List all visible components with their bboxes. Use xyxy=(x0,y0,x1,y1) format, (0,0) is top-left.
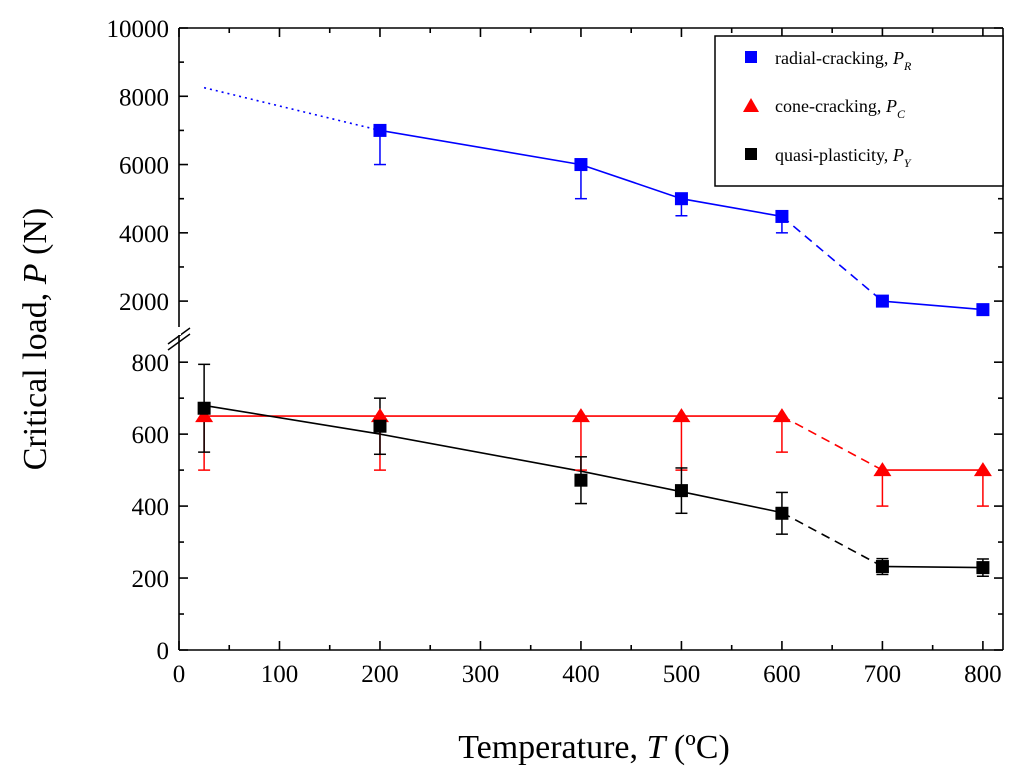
series-line xyxy=(379,129,783,218)
axis-ticks: 0 100 200 300 400 500 600 700 800200040006000800… xyxy=(107,16,1003,688)
y-tick-label-lower: 200 xyxy=(132,566,170,593)
data-point xyxy=(370,408,389,423)
y-tick-label-upper: 6000 xyxy=(119,153,169,180)
x-tick-label: 700 xyxy=(864,661,902,688)
data-point xyxy=(875,560,889,574)
y-tick-label-upper: 2000 xyxy=(119,289,169,316)
legend-label-cone: cone-cracking, PC xyxy=(775,96,906,121)
x-tick-label: 500 xyxy=(663,661,701,688)
y-tick-label-lower: 400 xyxy=(132,494,170,521)
data-point xyxy=(674,192,688,206)
y-tick-label-upper: 8000 xyxy=(119,84,169,111)
data-point xyxy=(672,408,691,423)
x-tick-label: 400 xyxy=(562,661,600,688)
data-point xyxy=(373,123,387,137)
legend-box xyxy=(714,35,1004,187)
series-line xyxy=(203,86,381,132)
legend-marker-radial xyxy=(745,51,757,63)
x-tick-label: 0 xyxy=(173,661,186,688)
y-tick-label-upper: 10000 xyxy=(107,16,170,43)
axis-break-mark xyxy=(167,327,191,345)
y-axis-title: Critical load, P (N) xyxy=(17,208,54,471)
data-point xyxy=(875,294,889,308)
legend-marker-quasi xyxy=(745,148,757,160)
data-point xyxy=(873,462,892,477)
x-tick-label: 800 xyxy=(964,661,1002,688)
data-point xyxy=(195,408,214,423)
series-line xyxy=(781,215,883,302)
series-line xyxy=(203,404,783,514)
data-point xyxy=(373,419,387,433)
series-line xyxy=(882,565,983,569)
x-tick-label: 200 xyxy=(361,661,399,688)
data-point xyxy=(772,408,791,423)
data-point xyxy=(973,462,992,477)
series-line xyxy=(882,300,983,311)
data-point xyxy=(976,561,990,575)
legend: radial-cracking, PR cone-cracking, PC qu… xyxy=(714,35,1004,187)
x-tick-label: 100 xyxy=(261,661,299,688)
axis-break-gap xyxy=(177,329,181,335)
data-point xyxy=(571,408,590,423)
legend-label-radial: radial-cracking, PR xyxy=(775,48,912,73)
axis-break-mark xyxy=(167,333,191,351)
data-point xyxy=(674,484,688,498)
data-point xyxy=(574,473,588,487)
y-tick-label-lower: 800 xyxy=(132,350,170,377)
data-point xyxy=(574,158,588,172)
y-tick-label-upper: 4000 xyxy=(119,221,169,248)
data-point xyxy=(197,401,211,415)
data-markers xyxy=(195,123,992,575)
legend-label-quasi: quasi-plasticity, PY xyxy=(775,145,912,170)
x-axis-title: Temperature, T (ºC) xyxy=(458,729,730,766)
data-point xyxy=(976,303,990,317)
series-line xyxy=(781,511,883,568)
error-bars xyxy=(198,130,989,577)
series-lines xyxy=(203,86,983,569)
series-line xyxy=(781,415,883,471)
y-tick-label-lower: 0 xyxy=(157,638,170,665)
data-point xyxy=(775,209,789,223)
x-tick-label: 300 xyxy=(462,661,500,688)
y-tick-label-lower: 600 xyxy=(132,422,170,449)
data-point xyxy=(775,506,789,520)
x-tick-label: 600 xyxy=(763,661,801,688)
legend-marker-cone xyxy=(743,98,759,112)
